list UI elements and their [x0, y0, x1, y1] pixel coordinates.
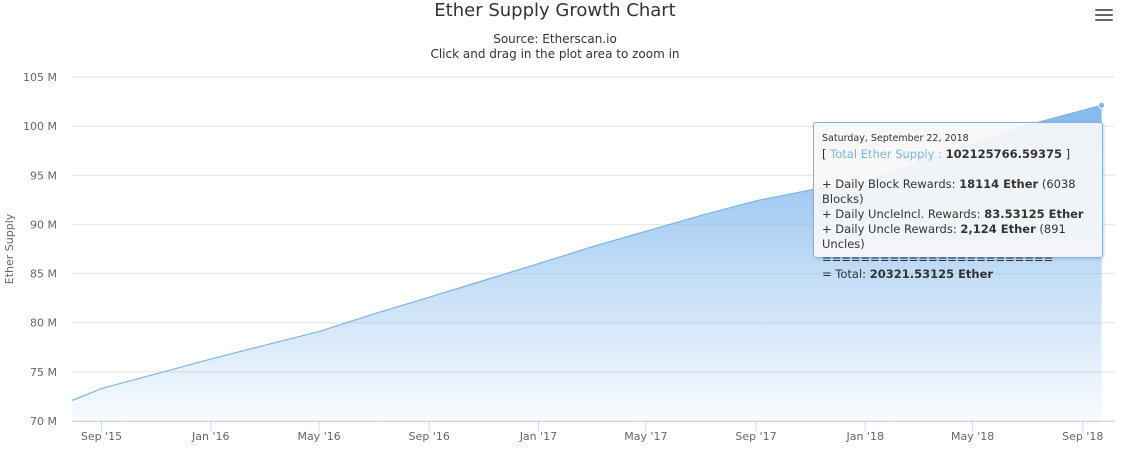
zoom-hint: Click and drag in the plot area to zoom …: [430, 47, 680, 61]
y-tick-label: 95 M: [30, 169, 57, 182]
hamburger-menu-icon[interactable]: [1094, 6, 1114, 22]
x-tick-label: Jan '17: [519, 430, 557, 443]
y-tick-label: 105 M: [23, 71, 57, 84]
x-tick-label: May '18: [951, 430, 994, 443]
tooltip-separator: ========================: [822, 252, 1054, 266]
x-tick-label: Sep '15: [81, 430, 122, 443]
chart-source: Source: Etherscan.io: [493, 32, 617, 46]
x-tick-label: Sep '17: [735, 430, 776, 443]
y-tick-label: 100 M: [23, 120, 57, 133]
tooltip-supply-value: 102125766.59375: [945, 147, 1062, 161]
x-tick-label: Jan '16: [191, 430, 229, 443]
chart-title: Ether Supply Growth Chart: [434, 0, 676, 21]
y-tick-label: 90 M: [30, 218, 57, 231]
tooltip-date: Saturday, September 22, 2018: [822, 133, 969, 144]
x-tick-label: Sep '18: [1062, 430, 1103, 443]
tooltip-supply-row: [ Total Ether Supply : 102125766.59375 ]: [822, 147, 1071, 161]
chart-subtitle: Source: Etherscan.io Click and drag in t…: [0, 32, 1110, 62]
tooltip-total: = Total: 20321.53125 Ether: [822, 267, 994, 281]
hover-point: [1098, 101, 1106, 109]
tooltip-block-rewards: + Daily Block Rewards: 18114 Ether (6038…: [822, 177, 1076, 206]
tooltip-uncle-rewards: + Daily Uncle Rewards: 2,124 Ether (891 …: [822, 222, 1066, 251]
y-tick-label: 85 M: [30, 268, 57, 281]
y-tick-label: 70 M: [30, 415, 57, 428]
tooltip-supply-label: Total Ether Supply :: [830, 147, 942, 161]
y-axis-title: Ether Supply: [3, 213, 16, 284]
x-tick-label: May '17: [624, 430, 667, 443]
tooltip-uncle-incl-rewards: + Daily UncleIncl. Rewards: 83.53125 Eth…: [822, 207, 1084, 221]
y-tick-label: 75 M: [30, 366, 57, 379]
chart-tooltip: Saturday, September 22, 2018 [ Total Eth…: [813, 122, 1103, 281]
x-tick-label: Sep '16: [409, 430, 450, 443]
x-tick-label: May '16: [297, 430, 340, 443]
y-tick-label: 80 M: [30, 317, 57, 330]
series-area: [72, 105, 1102, 421]
x-tick-label: Jan '18: [845, 430, 883, 443]
